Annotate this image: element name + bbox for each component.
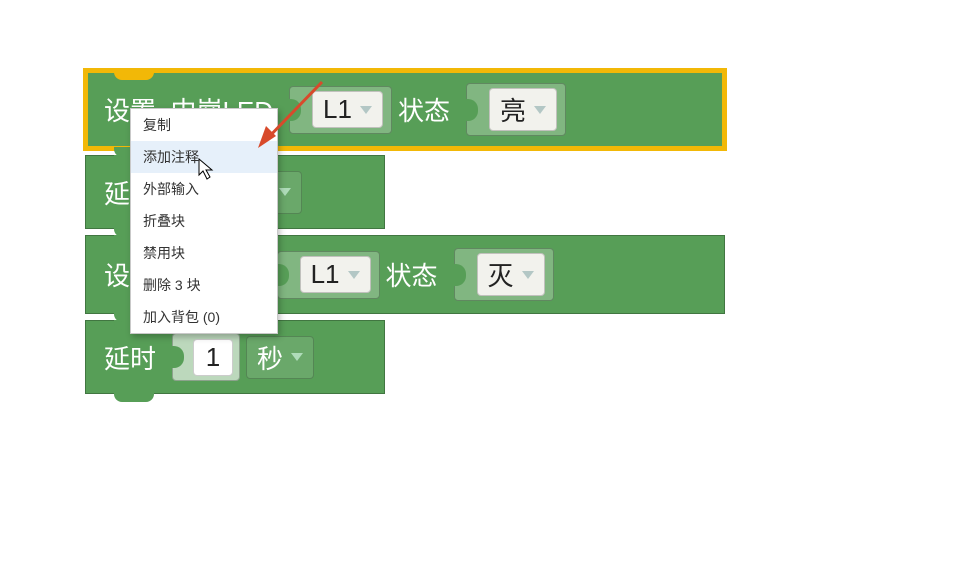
dropdown-value: 亮 — [500, 91, 526, 128]
duration-field[interactable]: 1 — [193, 339, 233, 376]
ctx-item-delete[interactable]: 删除 3 块 — [131, 269, 277, 301]
pin-dropdown[interactable]: L1 — [300, 256, 371, 293]
dropdown-value: L1 — [323, 94, 352, 125]
ctx-item-add-comment[interactable]: 添加注释 — [131, 141, 277, 173]
state-dropdown[interactable]: 灭 — [477, 253, 545, 296]
dropdown-value: 秒 — [257, 339, 283, 376]
pin-slot[interactable]: L1 — [289, 86, 392, 134]
block-label: 延时 — [104, 339, 156, 376]
state-label: 状态 — [386, 256, 438, 293]
chevron-down-icon — [534, 106, 546, 114]
state-label: 状态 — [398, 91, 450, 128]
unit-dropdown[interactable]: 秒 — [246, 336, 314, 379]
chevron-down-icon — [291, 353, 303, 361]
chevron-down-icon — [360, 106, 372, 114]
pin-slot[interactable]: L1 — [277, 251, 380, 299]
block-label-hidden: 设 — [104, 256, 130, 293]
chevron-down-icon — [279, 188, 291, 196]
ctx-item-external-input[interactable]: 外部输入 — [131, 173, 277, 205]
state-slot[interactable]: 亮 — [466, 83, 566, 136]
chevron-down-icon — [348, 271, 360, 279]
dropdown-value: L1 — [311, 259, 340, 290]
chevron-down-icon — [522, 271, 534, 279]
state-dropdown[interactable]: 亮 — [489, 88, 557, 131]
ctx-item-collapse[interactable]: 折叠块 — [131, 205, 277, 237]
ctx-item-backpack[interactable]: 加入背包 (0) — [131, 301, 277, 333]
context-menu[interactable]: 复制 添加注释 外部输入 折叠块 禁用块 删除 3 块 加入背包 (0) — [130, 108, 278, 334]
duration-slot[interactable]: 1 — [172, 333, 240, 381]
state-slot[interactable]: 灭 — [454, 248, 554, 301]
dropdown-value: 灭 — [488, 256, 514, 293]
pin-dropdown[interactable]: L1 — [312, 91, 383, 128]
ctx-item-copy[interactable]: 复制 — [131, 109, 277, 141]
ctx-item-disable[interactable]: 禁用块 — [131, 237, 277, 269]
